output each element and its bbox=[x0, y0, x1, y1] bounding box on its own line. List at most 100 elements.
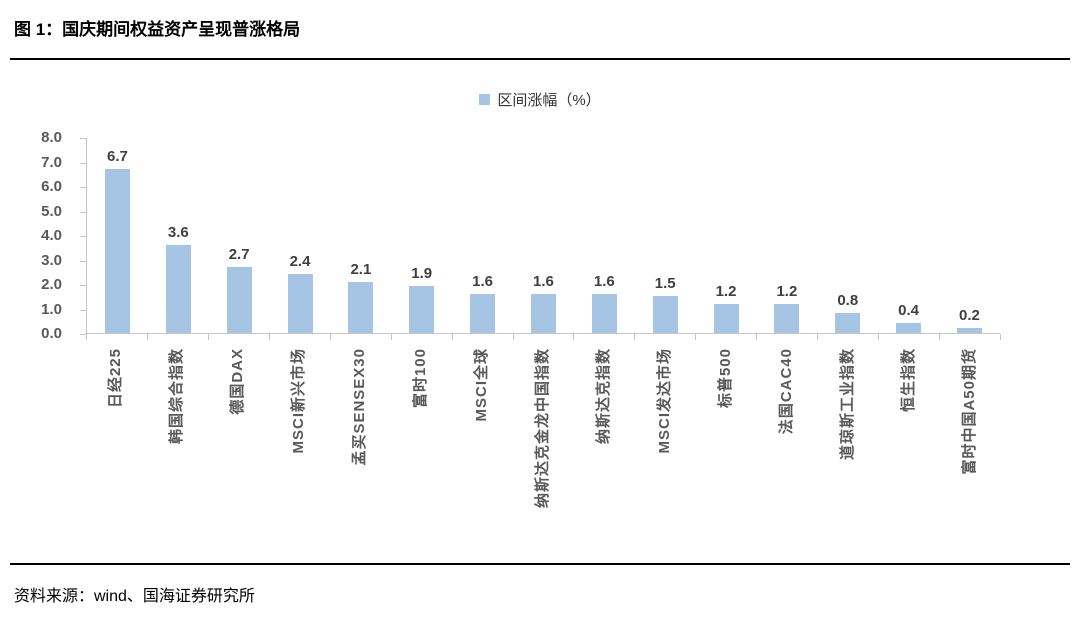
x-axis-label: 纳斯达克指数 bbox=[594, 348, 612, 445]
x-label-cell: 标普500 bbox=[695, 343, 756, 525]
x-tick-mark bbox=[329, 334, 331, 340]
y-tick-label: 8.0 bbox=[41, 129, 62, 146]
bar-column: 0.8 bbox=[817, 138, 878, 333]
x-tick-mark bbox=[451, 334, 453, 340]
x-axis-label: 德国DAX bbox=[229, 348, 247, 415]
bar bbox=[530, 293, 556, 333]
bar-column: 3.6 bbox=[148, 138, 209, 333]
x-tick-mark bbox=[268, 334, 270, 340]
bar-value-label: 6.7 bbox=[107, 147, 128, 165]
bar bbox=[165, 244, 191, 333]
y-tick-mark bbox=[80, 236, 86, 237]
bar-value-label: 1.5 bbox=[654, 275, 676, 293]
bar-column: 1.2 bbox=[756, 138, 817, 333]
x-tick-mark bbox=[634, 334, 636, 340]
bar bbox=[104, 168, 130, 333]
bar-chart: 区间涨幅（%） 8.0 7.0 6.0 5.0 4.0 3.0 2.0 1.0 0.0 6.7 3… bbox=[0, 90, 1080, 525]
x-label-cell: 恒生指数 bbox=[878, 343, 939, 525]
bar bbox=[713, 303, 739, 333]
bar bbox=[591, 293, 617, 333]
x-axis-label: MSCI新兴市场 bbox=[290, 348, 308, 454]
x-label-cell: 德国DAX bbox=[208, 343, 269, 525]
bar bbox=[348, 281, 374, 333]
bar-column: 1.6 bbox=[452, 138, 513, 333]
y-axis: 8.0 7.0 6.0 5.0 4.0 3.0 2.0 1.0 0.0 bbox=[14, 129, 86, 342]
legend-marker-icon bbox=[479, 93, 491, 105]
bar-value-label: 3.6 bbox=[167, 223, 189, 241]
bar bbox=[956, 328, 982, 333]
bar bbox=[409, 286, 435, 333]
x-tick-mark bbox=[756, 334, 758, 340]
x-label-cell: 日经225 bbox=[86, 343, 147, 525]
y-tick-mark bbox=[80, 309, 86, 311]
x-tick-mark bbox=[695, 334, 697, 340]
bar bbox=[896, 323, 922, 333]
x-tick-mark bbox=[939, 334, 941, 340]
x-label-cell: 富时100 bbox=[391, 343, 452, 525]
y-tick-mark bbox=[80, 162, 86, 164]
bar-value-label: 1.2 bbox=[715, 282, 737, 300]
figure-title: 图 1：国庆期间权益资产呈现普涨格局 bbox=[14, 20, 301, 39]
bar-value-label: 1.2 bbox=[776, 282, 798, 300]
x-label-cell: MSCI新兴市场 bbox=[269, 343, 330, 525]
bar-value-label: 0.2 bbox=[959, 307, 980, 325]
bar bbox=[774, 303, 800, 333]
x-label-cell: 孟买SENSEX30 bbox=[330, 343, 391, 525]
bar-column: 2.4 bbox=[270, 138, 331, 333]
bar-value-label: 0.4 bbox=[898, 302, 920, 320]
x-axis-label: 孟买SENSEX30 bbox=[351, 348, 369, 466]
x-label-cell: 纳斯达克指数 bbox=[574, 343, 635, 525]
bar-value-label: 1.6 bbox=[472, 272, 494, 290]
bar bbox=[470, 293, 496, 333]
chart-legend: 区间涨幅（%） bbox=[0, 90, 1080, 109]
y-tick-label: 4.0 bbox=[41, 227, 62, 244]
y-tick-mark bbox=[80, 138, 86, 139]
x-axis-label: 道琼斯工业指数 bbox=[838, 348, 856, 461]
bar-column: 2.7 bbox=[209, 138, 270, 333]
bar-column: 1.5 bbox=[635, 138, 696, 333]
bar-value-label: 1.9 bbox=[411, 265, 433, 283]
x-label-cell: MSCI发达市场 bbox=[634, 343, 695, 525]
bar-column: 1.2 bbox=[696, 138, 757, 333]
x-axis-label: 日经225 bbox=[107, 348, 125, 409]
x-label-cell: 纳斯达克金龙中国指数 bbox=[513, 343, 574, 525]
x-tick-mark bbox=[146, 334, 148, 340]
x-tick-mark bbox=[817, 334, 819, 340]
bar-column: 0.4 bbox=[878, 138, 939, 333]
y-tick-label: 0.0 bbox=[41, 325, 62, 342]
bottom-divider bbox=[10, 563, 1070, 565]
x-tick-mark bbox=[512, 334, 514, 340]
y-tick-mark bbox=[80, 211, 86, 213]
x-tick-mark bbox=[207, 334, 209, 340]
bar-value-label: 1.6 bbox=[533, 272, 554, 290]
y-tick-label: 1.0 bbox=[41, 300, 62, 318]
x-axis-label: 韩国综合指数 bbox=[168, 348, 186, 445]
x-tick-mark bbox=[390, 334, 392, 340]
x-axis-ticks bbox=[86, 334, 1001, 340]
source-note: 资料来源：wind、国海证券研究所 bbox=[14, 588, 255, 605]
plot-body: 6.7 3.6 2.7 2.4 2.1 1.9 1.6 1.6 1.6 1.5 1.2 1.2 0.8 0… bbox=[86, 138, 1001, 525]
x-axis-label: 恒生指数 bbox=[899, 348, 917, 413]
bar-value-label: 1.6 bbox=[593, 272, 615, 290]
bar-value-label: 2.4 bbox=[289, 253, 311, 271]
x-label-cell: MSCI全球 bbox=[452, 343, 513, 525]
x-axis-label: 纳斯达克金龙中国指数 bbox=[534, 348, 552, 509]
x-axis-label: 富时中国A50期货 bbox=[960, 348, 978, 475]
top-divider bbox=[10, 58, 1070, 60]
y-tick-label: 6.0 bbox=[41, 178, 62, 195]
x-axis-label: MSCI全球 bbox=[473, 348, 491, 422]
bar-value-label: 2.7 bbox=[228, 245, 250, 263]
y-tick-mark bbox=[80, 285, 86, 286]
x-tick-mark bbox=[878, 334, 880, 340]
bar-column: 1.6 bbox=[574, 138, 635, 333]
bar bbox=[287, 274, 313, 333]
y-tick-label: 3.0 bbox=[41, 251, 62, 269]
y-tick-mark bbox=[80, 334, 86, 335]
bar-column: 2.1 bbox=[330, 138, 391, 333]
x-axis-labels: 日经225 韩国综合指数 德国DAX MSCI新兴市场 孟买SENSEX30 富时100 M… bbox=[86, 343, 1000, 525]
bar bbox=[652, 296, 678, 333]
y-tick-mark bbox=[80, 260, 86, 262]
legend-label: 区间涨幅（%） bbox=[497, 91, 601, 109]
plot-row: 8.0 7.0 6.0 5.0 4.0 3.0 2.0 1.0 0.0 6.7 3.6 2.7 2.4… bbox=[0, 129, 1080, 525]
